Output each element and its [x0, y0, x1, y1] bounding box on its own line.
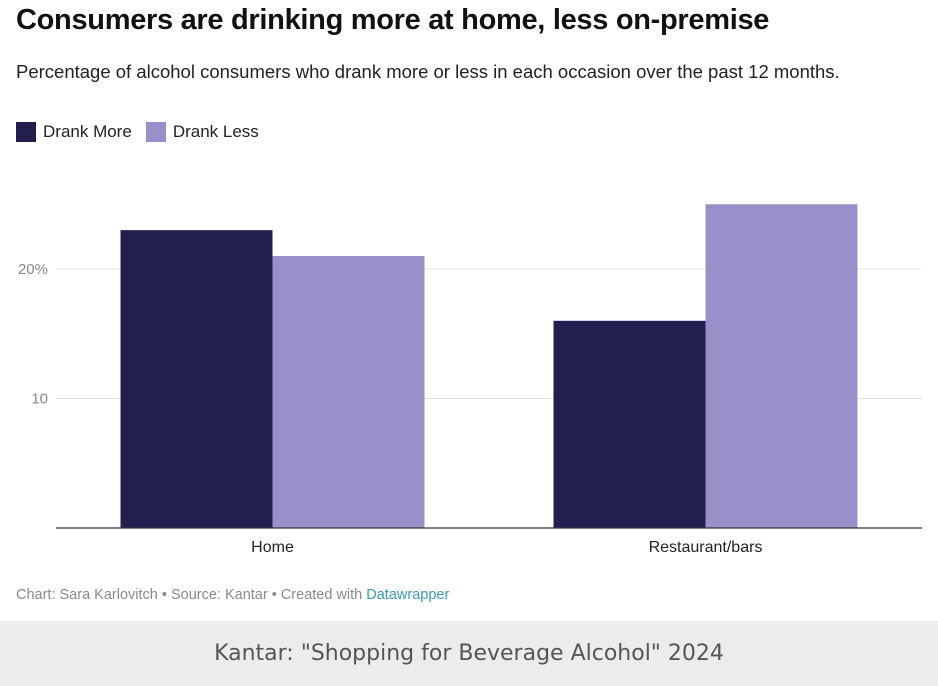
plot-area: 10 20% Home Restaurant/bars [0, 150, 938, 570]
bar-drank-more-restaurant-bars [553, 320, 706, 528]
bar-drank-less-home [272, 256, 425, 528]
legend-item-drank-less: Drank Less [145, 122, 259, 142]
legend-item-drank-more: Drank More [16, 122, 132, 142]
bar-chart: 10 20% Home Restaurant/bars [18, 204, 922, 556]
y-tick-label-1: 20% [18, 261, 48, 278]
credit-text: Chart: Sara Karlovitch • Source: Kantar … [16, 587, 367, 603]
x-tick-label-1: Restaurant/bars [649, 539, 763, 556]
chart-subtitle: Percentage of alcohol consumers who dran… [16, 61, 840, 82]
legend-label-drank-more: Drank More [43, 122, 132, 141]
y-tick-label-0: 10 [31, 391, 48, 408]
x-tick-label-0: Home [251, 539, 294, 556]
legend-swatch-drank-less [145, 122, 166, 142]
image-caption: Kantar: "Shopping for Beverage Alcohol" … [214, 641, 724, 666]
chart-credit: Chart: Sara Karlovitch • Source: Kantar … [16, 587, 449, 603]
datawrapper-link[interactable]: Datawrapper [366, 587, 450, 603]
chart-card: Consumers are drinking more at home, les… [0, 4, 938, 603]
bar-drank-more-home [120, 230, 273, 528]
bar-drank-less-restaurant-bars [705, 204, 858, 528]
legend: Drank More Drank Less [16, 122, 273, 142]
image-caption-bar: Kantar: "Shopping for Beverage Alcohol" … [0, 621, 938, 686]
chart-title: Consumers are drinking more at home, les… [16, 4, 770, 36]
legend-label-drank-less: Drank Less [172, 122, 259, 141]
legend-swatch-drank-more [16, 122, 36, 142]
